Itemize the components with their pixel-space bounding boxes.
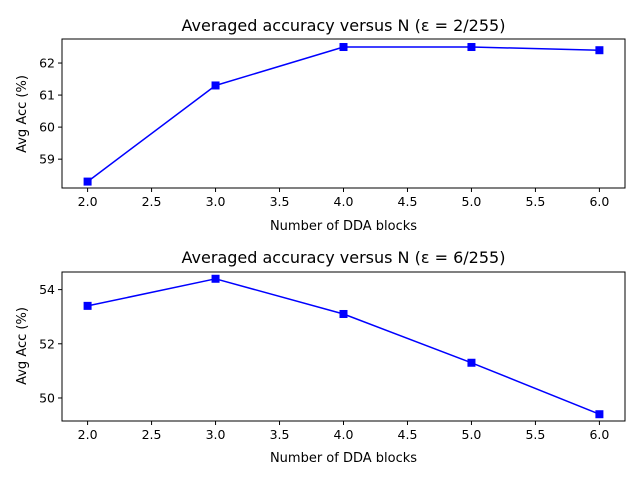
x-tick-label: 2.0 xyxy=(78,194,98,209)
x-tick-label: 2.0 xyxy=(78,427,98,442)
data-point-marker xyxy=(211,81,220,90)
x-tick-label: 5.0 xyxy=(462,427,482,442)
plot-frame xyxy=(61,271,626,422)
data-point-marker xyxy=(83,177,92,186)
x-tick-label: 5.0 xyxy=(462,194,482,209)
y-axis-label: Avg Acc (%) xyxy=(15,75,30,153)
x-tick-label: 3.0 xyxy=(206,427,226,442)
x-tick-label: 3.5 xyxy=(270,194,290,209)
x-tick-label: 6.0 xyxy=(589,194,609,209)
data-point-marker xyxy=(211,274,220,283)
x-tick-label: 4.5 xyxy=(398,194,418,209)
data-point-marker xyxy=(595,46,604,55)
data-point-marker xyxy=(339,309,348,318)
chart-title: Averaged accuracy versus N (ε = 2/255) xyxy=(182,16,506,35)
x-axis-label: Number of DDA blocks xyxy=(270,219,417,234)
y-tick-label: 59 xyxy=(39,152,55,167)
data-point-marker xyxy=(595,410,604,419)
x-tick-label: 4.0 xyxy=(334,194,354,209)
x-tick-label: 2.5 xyxy=(142,194,162,209)
x-axis-label: Number of DDA blocks xyxy=(270,451,417,466)
chart-top: Averaged accuracy versus N (ε = 2/255) N… xyxy=(15,16,626,234)
x-tick-label: 3.0 xyxy=(206,194,226,209)
x-tick-label: 3.5 xyxy=(270,427,290,442)
axis-ticks: 2.0 2.5 3.0 3.5 4.0 4.5 5.0 5.5 6.0 59 60 61 62 xyxy=(39,56,609,209)
y-tick-label: 54 xyxy=(39,282,55,297)
x-tick-label: 5.5 xyxy=(525,194,545,209)
chart-bottom: Averaged accuracy versus N (ε = 6/255) N… xyxy=(15,248,626,466)
x-tick-label: 5.5 xyxy=(525,427,545,442)
plot-area xyxy=(83,43,604,186)
y-tick-label: 60 xyxy=(39,120,55,135)
y-tick-label: 61 xyxy=(39,88,55,103)
x-tick-label: 6.0 xyxy=(589,427,609,442)
plot-area xyxy=(83,274,604,419)
axis-ticks: 2.0 2.5 3.0 3.5 4.0 4.5 5.0 5.5 6.0 50 52 54 xyxy=(39,282,609,442)
data-point-marker xyxy=(467,43,476,52)
x-tick-label: 4.0 xyxy=(334,427,354,442)
y-tick-label: 52 xyxy=(39,336,55,351)
x-tick-label: 4.5 xyxy=(398,427,418,442)
y-tick-label: 50 xyxy=(39,390,55,405)
data-point-marker xyxy=(467,358,476,367)
data-point-marker xyxy=(339,43,348,52)
x-tick-label: 2.5 xyxy=(142,427,162,442)
y-axis-label: Avg Acc (%) xyxy=(15,307,30,385)
plot-frame xyxy=(61,38,626,189)
y-tick-label: 62 xyxy=(39,56,55,71)
chart-title: Averaged accuracy versus N (ε = 6/255) xyxy=(182,248,506,267)
data-point-marker xyxy=(83,301,92,310)
